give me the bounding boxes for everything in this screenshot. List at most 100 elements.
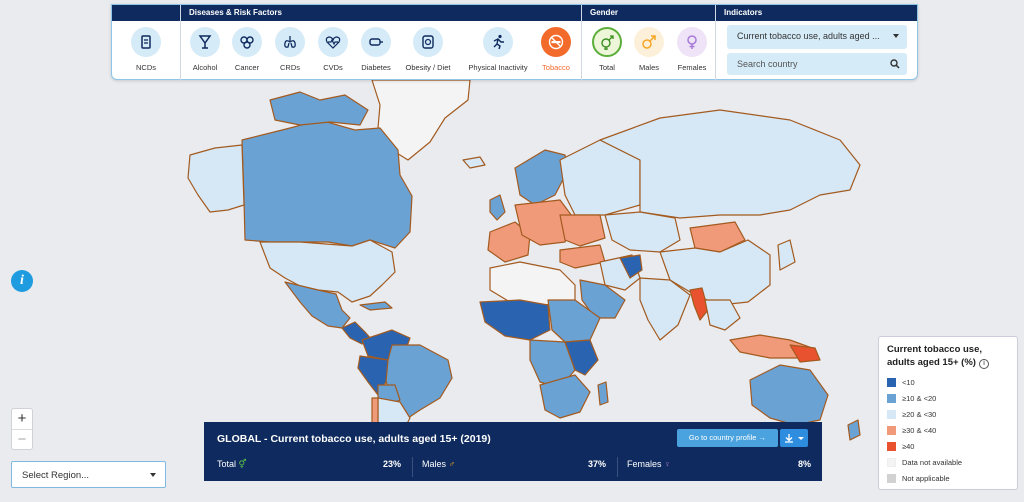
search-country-input[interactable] [727,53,907,75]
diabetes-icon [369,38,383,46]
zoom-in-button[interactable]: + [17,410,27,427]
country-japan[interactable] [777,239,796,271]
info-icon[interactable]: i [978,359,989,369]
country-pakistan[interactable] [619,254,643,279]
country-north-africa[interactable] [489,261,576,306]
country-australia[interactable] [749,364,829,426]
country-china[interactable] [659,239,771,306]
zoom-out-button[interactable]: − [12,429,32,449]
country-madagascar[interactable] [597,381,609,406]
gender-button-females[interactable]: Females [671,25,713,79]
factor-label: Alcohol [192,63,218,72]
country-uk[interactable] [489,194,506,221]
male-icon [642,35,656,49]
download-button[interactable] [780,429,808,447]
legend-item: Not applicable [887,471,1009,487]
factor-button-cancer[interactable]: Cancer [217,25,277,79]
country-cuba[interactable] [359,301,393,311]
gender-title: Gender [590,8,619,17]
country-scandinavia[interactable] [514,149,569,206]
country-new-zealand[interactable] [847,419,861,441]
country-alaska[interactable] [187,144,245,213]
legend-item: Data not available [887,455,1009,471]
total-stat: Total ⚥ 23% [217,459,402,469]
country-turkey[interactable] [559,244,606,269]
female-icon: ♀ [664,459,671,469]
country-papua[interactable] [789,344,821,363]
factor-label: NCDs [136,63,156,72]
country-myanmar[interactable] [689,287,709,321]
country-france-spain[interactable] [487,221,531,263]
legend-item: <10 [887,375,1009,391]
region-select[interactable]: Select Region... [11,461,166,488]
region-selected: Select Region... [22,470,90,481]
indicators-section: Indicators [716,5,919,81]
country-iceland[interactable] [462,156,486,169]
total-value: 23% [383,459,402,469]
country-east-africa[interactable] [564,339,599,376]
diseases-title: Diseases & Risk Factors [189,8,282,17]
global-summary-bar: GLOBAL - Current tobacco use, adults age… [204,422,822,481]
gender-label: Males [638,63,659,72]
country-usa[interactable] [259,239,396,303]
gender-label: Total [599,63,615,72]
country-saudi-arabia[interactable] [579,279,626,319]
gender-section: Gender [582,5,715,81]
legend-item: ≥10 & <20 [887,391,1009,407]
total-gender-icon [601,35,614,50]
female-icon [687,35,697,49]
filter-panel: Diseases & Risk Factors Gender Indicator… [111,4,919,81]
factor-label: Diabetes [361,63,391,72]
males-stat: Males ♂ 37% [422,459,607,469]
chevron-down-icon [150,473,156,477]
country-profile-button[interactable]: Go to country profile → [677,429,778,447]
country-greenland[interactable] [371,79,471,161]
factor-button-crds[interactable]: CRDs [260,25,320,79]
country-kazakhstan[interactable] [604,211,681,253]
country-west-africa[interactable] [479,299,551,341]
country-eastern-europe[interactable] [559,214,606,247]
females-value: 8% [798,459,812,469]
lungs-icon [284,36,296,48]
obesity-icon [422,35,434,49]
factor-label: Cancer [234,63,260,72]
legend-title: Current tobacco use, adults aged 15+ (%)… [887,343,1009,369]
gender-button-total[interactable]: Total [586,25,628,79]
map-legend: Current tobacco use, adults aged 15+ (%)… [878,336,1018,490]
country-southern-africa[interactable] [539,374,591,419]
factor-button-ncds[interactable]: NCDs [116,25,176,79]
indicator-select[interactable]: Current tobacco use, adults aged ... [727,25,907,49]
search-icon[interactable] [890,59,900,69]
females-stat: Females ♀ 8% [627,459,812,469]
download-icon [785,434,804,443]
country-india[interactable] [639,277,691,341]
heart-icon [325,36,341,49]
no-smoking-icon [548,34,564,50]
legend-item: ≥20 & <30 [887,407,1009,423]
legend-item: ≥40 [887,439,1009,455]
male-icon: ♂ [448,459,456,469]
factor-button-physical-inactivity[interactable]: Physical Inactivity [465,25,531,79]
country-central-europe[interactable] [514,199,576,246]
factor-button-diabetes[interactable]: Diabetes [346,25,406,79]
gender-button-males[interactable]: Males [628,25,670,79]
legend-item: ≥30 & <40 [887,423,1009,439]
factor-button-obesity[interactable]: Obesity / Diet [398,25,458,79]
factor-button-cvds[interactable]: CVDs [303,25,363,79]
alcohol-icon [198,35,212,49]
country-canada[interactable] [241,119,413,249]
factor-button-tobacco[interactable]: Tobacco [526,25,586,79]
info-icon: i [20,273,24,288]
factor-button-alcohol[interactable]: Alcohol [175,25,235,79]
indicator-selected: Current tobacco use, adults aged ... [737,31,880,41]
country-canada-arctic[interactable] [269,91,369,126]
running-icon [493,34,504,50]
chevron-down-icon [893,34,899,38]
factor-label: CRDs [280,63,300,72]
country-se-asia[interactable] [704,299,741,331]
factor-label-active: Tobacco [542,63,570,72]
country-mexico[interactable] [284,281,351,329]
factor-label: Physical Inactivity [468,63,528,72]
info-button[interactable]: i [11,270,33,292]
